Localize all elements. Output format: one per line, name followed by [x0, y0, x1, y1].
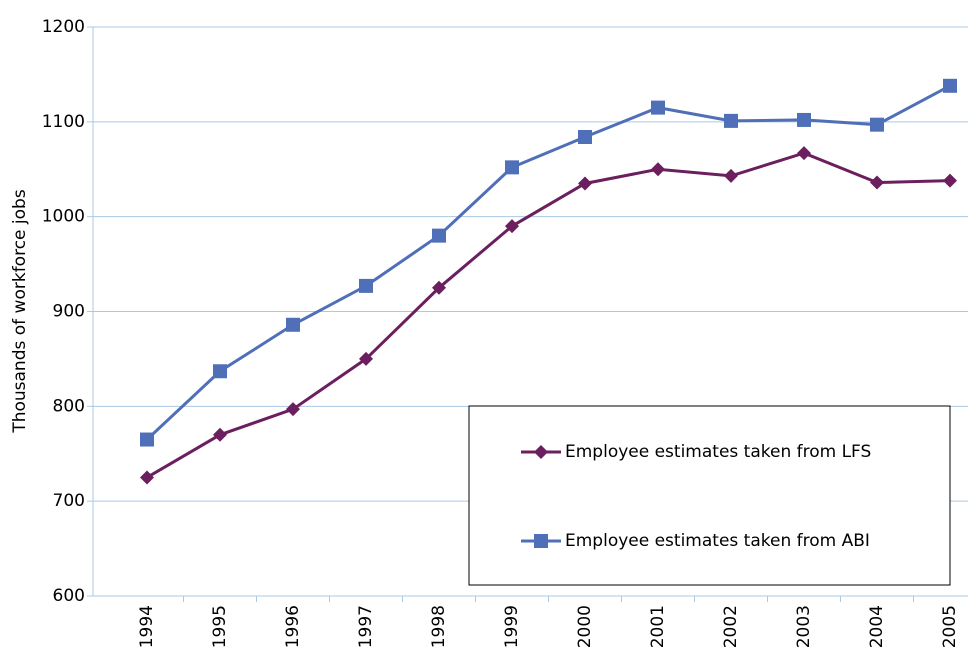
marker — [359, 351, 373, 366]
series-line — [145, 84, 951, 441]
x-tick-label: 1999 — [502, 605, 522, 648]
y-tick-label: 700 — [53, 491, 85, 511]
x-tick-label: 1995 — [210, 605, 230, 648]
marker — [432, 228, 446, 243]
marker — [578, 130, 592, 145]
marker — [797, 112, 811, 127]
y-tick-label: 1000 — [42, 207, 85, 227]
marker — [534, 534, 548, 548]
legend-label: Employee estimates taken from LFS — [565, 442, 871, 462]
marker — [724, 113, 738, 128]
y-tick-label: 900 — [53, 302, 85, 322]
x-tick-label: 1998 — [429, 605, 449, 648]
y-tick-label: 1100 — [42, 112, 85, 132]
x-tick-label: 1997 — [356, 605, 376, 648]
marker — [578, 176, 592, 191]
x-tick-label: 1994 — [137, 605, 157, 648]
x-tick-label: 2004 — [867, 605, 887, 648]
x-tick-label: 2002 — [721, 605, 741, 648]
marker — [870, 117, 884, 132]
marker — [651, 162, 665, 177]
marker — [140, 470, 154, 485]
x-tick-label: 2001 — [648, 605, 668, 648]
legend-box — [468, 405, 951, 586]
marker — [213, 364, 227, 379]
marker — [724, 168, 738, 183]
marker — [943, 78, 957, 93]
marker — [943, 173, 957, 188]
x-tick-label: 1996 — [283, 605, 303, 648]
x-tick-label: 2005 — [940, 605, 960, 648]
marker — [213, 427, 227, 442]
series-line — [146, 151, 951, 479]
y-tick-label: 800 — [53, 396, 85, 416]
marker — [534, 445, 548, 459]
marker — [286, 402, 300, 417]
marker — [432, 280, 446, 295]
marker — [505, 219, 519, 234]
marker — [359, 278, 373, 293]
legend-label: Employee estimates taken from ABI — [565, 531, 870, 551]
y-tick-label: 1200 — [42, 17, 85, 37]
marker — [140, 432, 154, 447]
y-axis-label: Thousands of workforce jobs — [10, 189, 30, 433]
marker — [797, 146, 811, 161]
y-tick-label: 600 — [53, 586, 85, 606]
marker — [505, 160, 519, 175]
x-tick-label: 2000 — [575, 605, 595, 648]
marker — [286, 317, 300, 332]
marker — [870, 175, 884, 190]
legend: Employee estimates taken from LFS Employe… — [468, 405, 951, 586]
x-tick-label: 2003 — [794, 605, 814, 648]
marker — [651, 100, 665, 115]
